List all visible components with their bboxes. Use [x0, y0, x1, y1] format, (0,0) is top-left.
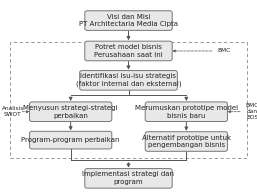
Text: BMC: BMC: [217, 48, 231, 54]
Text: Implementasi strategi dan
program: Implementasi strategi dan program: [82, 172, 175, 185]
Bar: [10, 42, 247, 158]
Text: Identifikasi isu-isu strategis
(faktor internal dan eksternal): Identifikasi isu-isu strategis (faktor i…: [76, 73, 181, 87]
FancyBboxPatch shape: [80, 71, 177, 90]
Text: Menyusun strategi-strategi
perbaikan: Menyusun strategi-strategi perbaikan: [23, 105, 118, 119]
Text: Potret model bisnis
Perusahaan saat ini: Potret model bisnis Perusahaan saat ini: [94, 44, 163, 58]
Text: Merumuskan prototipe model
bisnis baru: Merumuskan prototipe model bisnis baru: [135, 105, 238, 119]
FancyBboxPatch shape: [30, 102, 112, 122]
FancyBboxPatch shape: [30, 131, 112, 149]
FancyBboxPatch shape: [85, 169, 172, 188]
Text: Program-program perbaikan: Program-program perbaikan: [21, 137, 120, 143]
Text: Alternatif prototipe untuk
pengembangan bisnis: Alternatif prototipe untuk pengembangan …: [142, 135, 231, 148]
FancyBboxPatch shape: [145, 132, 227, 151]
FancyBboxPatch shape: [85, 41, 172, 61]
FancyBboxPatch shape: [85, 11, 172, 30]
Text: Visi dan Misi
PT Architectaria Media Cipta: Visi dan Misi PT Architectaria Media Cip…: [79, 14, 178, 27]
Text: Analisis
SWOT: Analisis SWOT: [2, 106, 24, 117]
Text: BMC
dan
BOS: BMC dan BOS: [245, 103, 257, 120]
FancyBboxPatch shape: [145, 102, 227, 122]
